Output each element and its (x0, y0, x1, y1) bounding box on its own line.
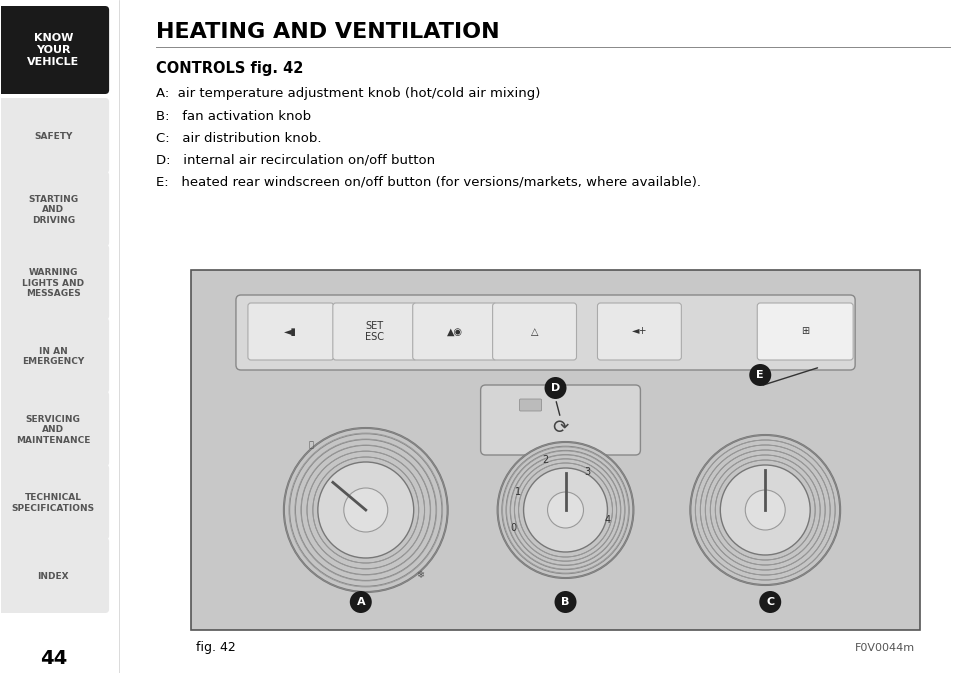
Text: 3: 3 (584, 467, 590, 477)
Text: ◄▮: ◄▮ (284, 326, 297, 336)
Text: ▲◉: ▲◉ (446, 326, 462, 336)
FancyBboxPatch shape (0, 391, 109, 466)
FancyBboxPatch shape (597, 303, 680, 360)
Text: HEATING AND VENTILATION: HEATING AND VENTILATION (156, 22, 499, 42)
FancyBboxPatch shape (0, 464, 109, 540)
Text: 4: 4 (604, 515, 610, 525)
Text: D:   internal air recirculation on/off button: D: internal air recirculation on/off but… (156, 153, 435, 166)
FancyBboxPatch shape (333, 303, 416, 360)
FancyBboxPatch shape (480, 385, 639, 455)
FancyBboxPatch shape (0, 98, 109, 173)
Circle shape (759, 591, 781, 613)
Text: 1: 1 (514, 487, 520, 497)
Text: TECHNICAL
SPECIFICATIONS: TECHNICAL SPECIFICATIONS (11, 493, 94, 513)
Circle shape (544, 377, 566, 399)
Text: KNOW
YOUR
VEHICLE: KNOW YOUR VEHICLE (27, 34, 79, 67)
Text: SAFETY: SAFETY (34, 132, 72, 141)
Circle shape (744, 490, 784, 530)
FancyBboxPatch shape (0, 172, 109, 246)
Text: fig. 42: fig. 42 (195, 641, 235, 655)
FancyBboxPatch shape (235, 295, 854, 370)
Circle shape (343, 488, 387, 532)
Text: 0: 0 (510, 523, 517, 533)
Circle shape (554, 591, 576, 613)
Text: ◄+: ◄+ (631, 326, 646, 336)
Text: 44: 44 (39, 649, 67, 668)
Text: ❄: ❄ (416, 570, 424, 580)
FancyBboxPatch shape (0, 538, 109, 613)
Text: A:  air temperature adjustment knob (hot/cold air mixing): A: air temperature adjustment knob (hot/… (156, 87, 539, 100)
Text: 🌡: 🌡 (308, 441, 313, 450)
Circle shape (748, 364, 770, 386)
FancyBboxPatch shape (0, 244, 109, 320)
Text: B: B (560, 597, 569, 607)
FancyBboxPatch shape (757, 303, 852, 360)
Text: C: C (765, 597, 774, 607)
FancyBboxPatch shape (492, 303, 576, 360)
Circle shape (720, 465, 809, 555)
FancyBboxPatch shape (248, 303, 334, 360)
Text: △: △ (530, 326, 537, 336)
Text: ⊞: ⊞ (801, 326, 808, 336)
Text: SET
ESC: SET ESC (365, 321, 384, 343)
FancyBboxPatch shape (191, 270, 919, 630)
Circle shape (523, 468, 607, 552)
Text: STARTING
AND
DRIVING: STARTING AND DRIVING (28, 195, 78, 225)
FancyBboxPatch shape (0, 6, 109, 94)
Text: SERVICING
AND
MAINTENANCE: SERVICING AND MAINTENANCE (16, 415, 91, 445)
Text: E: E (756, 370, 763, 380)
Text: WARNING
LIGHTS AND
MESSAGES: WARNING LIGHTS AND MESSAGES (22, 269, 84, 298)
FancyBboxPatch shape (413, 303, 497, 360)
Text: 2: 2 (542, 455, 548, 465)
Text: INDEX: INDEX (37, 572, 69, 581)
Circle shape (547, 492, 583, 528)
Text: ⟳: ⟳ (552, 419, 568, 437)
Text: B:   fan activation knob: B: fan activation knob (156, 110, 311, 122)
Text: CONTROLS fig. 42: CONTROLS fig. 42 (156, 61, 303, 75)
Text: A: A (356, 597, 365, 607)
Text: F0V0044m: F0V0044m (854, 643, 914, 653)
Text: E:   heated rear windscreen on/off button (for versions/markets, where available: E: heated rear windscreen on/off button … (156, 176, 700, 188)
Text: C:   air distribution knob.: C: air distribution knob. (156, 131, 321, 145)
FancyBboxPatch shape (519, 399, 541, 411)
Circle shape (497, 442, 633, 578)
Circle shape (284, 428, 447, 592)
Circle shape (350, 591, 372, 613)
Text: D: D (550, 383, 559, 393)
FancyBboxPatch shape (0, 318, 109, 393)
Text: IN AN
EMERGENCY: IN AN EMERGENCY (22, 347, 84, 366)
Circle shape (317, 462, 414, 558)
Circle shape (690, 435, 840, 585)
